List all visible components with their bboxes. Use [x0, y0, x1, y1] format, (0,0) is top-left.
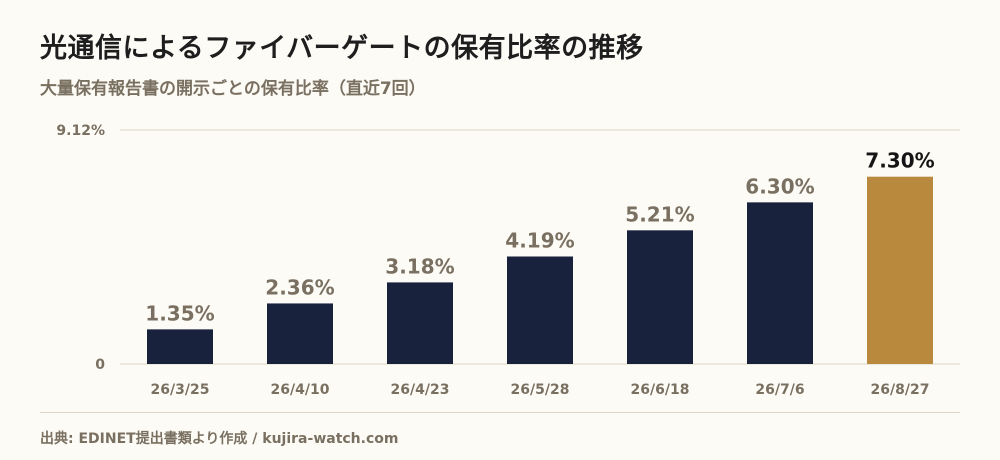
data-label: 4.19% [505, 228, 574, 252]
bar [387, 282, 453, 364]
x-tick-label: 26/5/28 [511, 382, 570, 398]
x-tick-label: 26/4/10 [271, 382, 330, 398]
data-label: 3.18% [385, 254, 454, 278]
bar [747, 202, 813, 364]
data-label: 6.30% [745, 174, 814, 198]
bar [627, 230, 693, 364]
chart-subtitle: 大量保有報告書の開示ごとの保有比率（直近7回） [40, 79, 426, 99]
data-label: 2.36% [265, 275, 334, 299]
y-tick-label: 0 [95, 357, 105, 373]
bar-chart: 9.12% 0 1.35% 26/3/25 2.36% 26/4/10 3.18% 26/4… [56, 123, 960, 398]
x-tick-label: 26/7/6 [755, 382, 804, 398]
chart-title: 光通信によるファイバーゲートの保有比率の推移 [40, 33, 644, 64]
x-tick-label: 26/6/18 [631, 382, 690, 398]
bar [267, 303, 333, 364]
y-tick-label: 9.12% [56, 123, 105, 139]
data-label: 1.35% [145, 301, 214, 325]
bar [147, 329, 213, 364]
x-tick-label: 26/8/27 [871, 382, 930, 398]
footer-divider [40, 412, 960, 413]
x-tick-label: 26/4/23 [391, 382, 450, 398]
data-label: 5.21% [625, 202, 694, 226]
bar [507, 256, 573, 364]
data-label: 7.30% [865, 149, 934, 173]
bar [867, 176, 933, 364]
x-tick-label: 26/3/25 [151, 382, 210, 398]
source-note: 出典: EDINET提出書類より作成 / kujira-watch.com [40, 431, 399, 447]
